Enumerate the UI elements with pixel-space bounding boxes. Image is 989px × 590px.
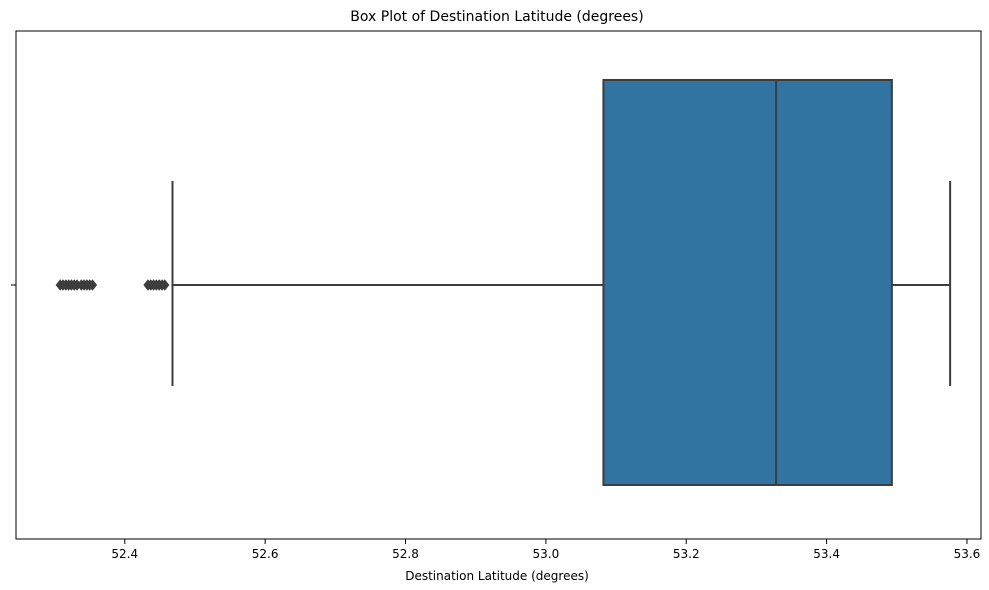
x-tick-label: 53.4 <box>813 547 840 561</box>
outlier-point <box>160 279 170 291</box>
x-tick-label: 53.0 <box>533 547 560 561</box>
chart-title: Box Plot of Destination Latitude (degree… <box>350 9 643 25</box>
x-axis: 52.4 52.6 52.8 53.0 53.2 53.4 53.6 <box>11 284 981 561</box>
x-tick-label: 52.4 <box>111 547 138 561</box>
outlier-point <box>87 279 98 291</box>
x-axis-label: Destination Latitude (degrees) <box>405 569 589 583</box>
x-tick-label: 52.8 <box>392 547 419 561</box>
x-tick-label: 52.6 <box>252 547 279 561</box>
x-tick-label: 53.2 <box>673 547 700 561</box>
x-tick-label: 53.6 <box>954 547 981 561</box>
iqr-box <box>602 79 893 486</box>
plot-area <box>55 79 952 486</box>
plot-frame <box>15 30 982 540</box>
